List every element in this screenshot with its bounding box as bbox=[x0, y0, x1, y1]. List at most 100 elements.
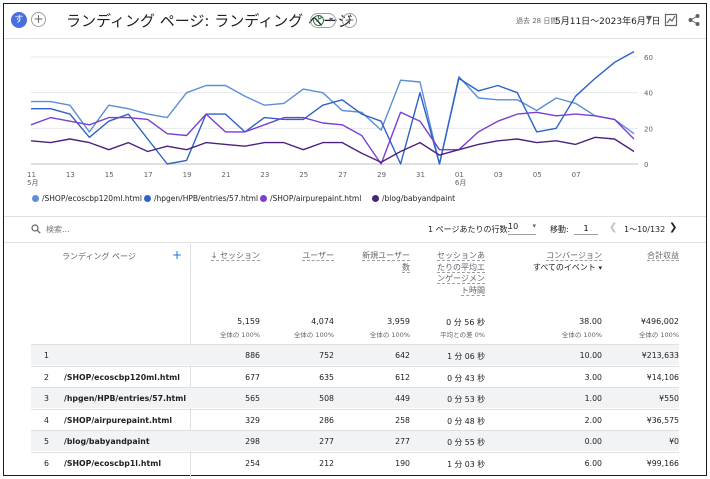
search-input[interactable] bbox=[46, 222, 196, 236]
add-comparison-button[interactable]: + bbox=[31, 12, 46, 27]
col-header-revenue[interactable]: 合計収益 bbox=[614, 250, 679, 262]
series-line-3[interactable] bbox=[30, 136, 635, 163]
y-tick-label: 0 bbox=[644, 161, 648, 169]
row-sessions: 886 bbox=[245, 351, 260, 360]
total-conversions-sub: 全体の 100% bbox=[561, 331, 602, 339]
row-conversions: 10.00 bbox=[579, 351, 602, 360]
share-icon[interactable] bbox=[687, 13, 701, 27]
date-dropdown-icon[interactable]: ▼ bbox=[646, 14, 653, 23]
col-header-sessions[interactable]: ↓ セッション bbox=[198, 250, 260, 262]
table-row[interactable]: 6/SHOP/ecoscbp1l.html 254 212 190 1 分 03 秒 6.… bbox=[31, 451, 679, 473]
series-line-2[interactable] bbox=[30, 111, 635, 165]
avatar[interactable]: す bbox=[11, 12, 27, 28]
search-icon bbox=[31, 224, 41, 234]
add-dimension-icon[interactable]: + bbox=[172, 248, 183, 262]
goto-label: 移動: bbox=[550, 225, 569, 234]
row-avg-engagement: 0 分 43 秒 bbox=[447, 373, 485, 383]
x-tick-label: 6月 bbox=[455, 179, 466, 187]
divider bbox=[4, 242, 706, 243]
total-users-sub: 全体の 100% bbox=[293, 331, 334, 339]
table-row[interactable]: 4/SHOP/airpurepaint.html 329 286 258 0 分 48 … bbox=[31, 408, 679, 430]
x-tick-label: 27 bbox=[338, 171, 347, 179]
chevron-down-icon: ▾ bbox=[532, 222, 536, 230]
report-header: す + ランディング ページ: ランディング ページ ✓ ▾ + 過去 28 日… bbox=[4, 4, 706, 38]
dimension-header[interactable]: ランディング ページ bbox=[62, 252, 136, 261]
row-avg-engagement: 0 分 55 秒 bbox=[447, 438, 485, 447]
col-header-new-users[interactable]: 新規ユーザー数 bbox=[362, 250, 410, 273]
legend-item[interactable]: /blog/babyandpaint bbox=[372, 194, 455, 203]
rows-per-page-select[interactable]: 10 ▾ bbox=[508, 222, 536, 235]
row-new-users: 258 bbox=[395, 415, 410, 425]
total-sessions-sub: 全体の 100% bbox=[219, 331, 260, 339]
legend-label: /hpgen/HPB/entries/57.html bbox=[154, 194, 259, 203]
row-sessions: 677 bbox=[245, 372, 260, 382]
series-line-0[interactable] bbox=[31, 75, 635, 165]
total-avg-engagement-sub: 平均との差 0% bbox=[440, 331, 485, 339]
row-page-path: /SHOP/ecoscbp1l.html bbox=[64, 458, 162, 468]
table-row[interactable]: 5/blog/babyandpaint 298 277 277 0 分 55 秒 0.00… bbox=[31, 430, 679, 451]
customize-report-icon[interactable] bbox=[664, 13, 678, 27]
x-tick-label: 29 bbox=[377, 171, 386, 179]
status-chip[interactable]: ✓ ▾ bbox=[310, 13, 336, 28]
check-icon: ✓ bbox=[313, 15, 324, 26]
row-sessions: 298 bbox=[245, 437, 260, 446]
x-tick-label: 11 bbox=[27, 171, 36, 179]
row-conversions: 2.00 bbox=[584, 415, 602, 425]
col-header-avg-engagement[interactable]: セッションあたりの平均エンゲージメント時間 bbox=[437, 250, 485, 296]
x-tick-label: 01 bbox=[455, 171, 464, 179]
legend-label: /SHOP/ecoscbp120ml.html bbox=[42, 194, 142, 203]
row-new-users: 277 bbox=[395, 437, 410, 446]
divider bbox=[4, 216, 706, 217]
row-new-users: 190 bbox=[395, 458, 410, 468]
legend-label: /blog/babyandpaint bbox=[382, 194, 456, 203]
row-index: 5 bbox=[44, 437, 49, 446]
event-filter-select[interactable]: すべてのイベント bbox=[532, 262, 596, 272]
col-header-users[interactable]: ユーザー bbox=[280, 250, 334, 262]
legend-item[interactable]: /SHOP/ecoscbp120ml.html bbox=[32, 194, 142, 203]
col-header-conversions[interactable]: コンバージョン すべてのイベント ▾ bbox=[504, 250, 602, 274]
goto-page-input[interactable] bbox=[574, 222, 598, 235]
row-new-users: 612 bbox=[395, 372, 410, 382]
rows-per-page-value: 10 bbox=[508, 222, 519, 231]
row-revenue: ¥550 bbox=[659, 394, 679, 403]
add-button[interactable]: + bbox=[342, 13, 357, 28]
col-header-label: ↓ セッション bbox=[210, 251, 260, 261]
x-tick-label: 19 bbox=[183, 171, 192, 179]
legend-item[interactable]: /hpgen/HPB/entries/57.html bbox=[144, 194, 258, 203]
total-new-users: 3,959 bbox=[387, 317, 410, 326]
total-sessions: 5,159 bbox=[237, 317, 260, 326]
rows-per-page-label: 1 ページあたりの行数: bbox=[428, 225, 511, 234]
legend-item[interactable]: /SHOP/airpurepaint.html bbox=[260, 194, 361, 203]
row-avg-engagement: 1 分 06 秒 bbox=[447, 352, 485, 361]
col-header-label: 合計収益 bbox=[647, 251, 679, 261]
legend-color-dot bbox=[372, 195, 379, 202]
total-users: 4,074 bbox=[311, 317, 334, 326]
x-tick-label: 05 bbox=[533, 171, 542, 179]
row-page-path: /SHOP/ecoscbp120ml.html bbox=[64, 372, 180, 382]
x-tick-label: 03 bbox=[494, 171, 503, 179]
legend-color-dot bbox=[260, 195, 267, 202]
x-tick-label: 07 bbox=[572, 171, 581, 179]
y-tick-label: 40 bbox=[644, 90, 653, 98]
prev-page-icon[interactable]: ❮ bbox=[609, 222, 618, 233]
total-revenue-sub: 全体の 100% bbox=[638, 331, 679, 339]
date-range-picker[interactable]: 5月11日～2023年6月7日 bbox=[555, 17, 661, 27]
row-new-users: 449 bbox=[395, 394, 410, 403]
table-row[interactable]: 2/SHOP/ecoscbp120ml.html 677 635 612 0 分 43 … bbox=[31, 365, 679, 387]
total-conversions: 38.00 bbox=[579, 317, 602, 326]
chevron-down-icon[interactable]: ▾ bbox=[598, 263, 602, 272]
x-tick-label: 13 bbox=[66, 171, 75, 179]
row-page-path: /blog/babyandpaint bbox=[64, 437, 150, 446]
next-page-icon[interactable]: ❯ bbox=[669, 222, 678, 233]
legend-label: /SHOP/airpurepaint.html bbox=[270, 194, 362, 203]
row-new-users: 642 bbox=[395, 351, 410, 360]
row-users: 635 bbox=[319, 372, 334, 382]
x-tick-label: 23 bbox=[260, 171, 269, 179]
row-revenue: ¥36,575 bbox=[646, 415, 679, 425]
row-users: 277 bbox=[319, 437, 334, 446]
table-row[interactable]: 3/hpgen/HPB/entries/57.html 565 508 449 0 分 … bbox=[31, 387, 679, 408]
chevron-down-icon: ▾ bbox=[328, 15, 333, 24]
table-row[interactable]: 1 886 752 642 1 分 06 秒 10.00 ¥213,633 bbox=[31, 344, 679, 365]
row-users: 508 bbox=[319, 394, 334, 403]
